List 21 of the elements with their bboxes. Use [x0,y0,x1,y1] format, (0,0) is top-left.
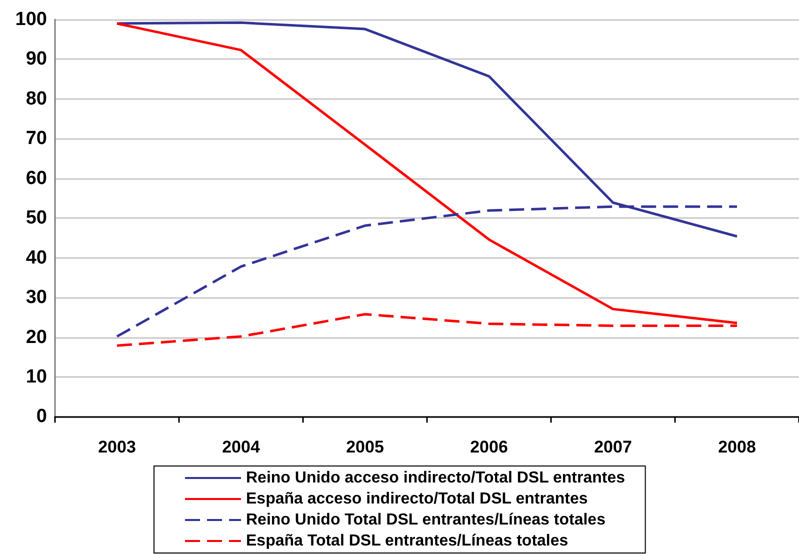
y-tick-label: 80 [26,88,47,110]
y-tick-label: 50 [26,208,47,229]
x-tick-label: 2005 [346,438,384,457]
y-tick-label: 40 [26,247,47,268]
legend-label: Reino Unido Total DSL entrantes/Líneas totales [246,512,606,528]
x-tick-label: 2003 [98,438,136,457]
x-tick-label: 2004 [222,438,260,457]
legend-label: Reino Unido acceso indirecto/Total DSL entrantes [246,470,626,486]
y-tick-label: 100 [15,9,47,30]
y-tick-label: 90 [26,48,47,70]
y-tick-label: 20 [26,326,47,348]
y-tick-label: 60 [26,168,47,189]
y-tick-label: 30 [26,287,47,308]
legend-label: España Total DSL entrantes/Líneas totales [246,532,568,550]
y-tick-label: 0 [36,406,47,428]
x-tick-label: 2007 [594,438,632,457]
legend-label: España acceso indirecto/Total DSL entrantes [246,490,588,508]
x-tick-label: 2006 [470,438,508,457]
y-tick-label: 70 [26,128,47,150]
y-tick-label: 10 [26,366,47,388]
x-tick-label: 2008 [718,438,756,457]
